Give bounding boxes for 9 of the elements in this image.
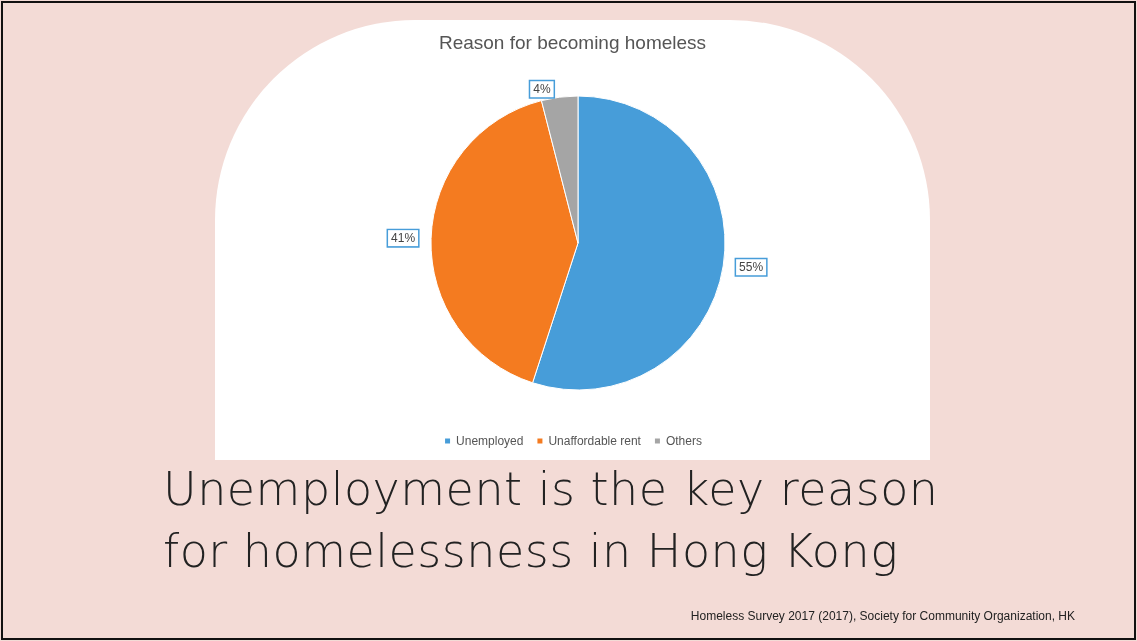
text: Homeless Survey 2017 (2017), Society for Community Organization, HK — [690, 609, 1075, 623]
legend-label: Unemployed — [456, 434, 524, 448]
chart-title: Reason for becoming homeless — [438, 32, 707, 53]
text: Unemployment is the key reason for homelessness in Hong Kong — [163, 461, 940, 580]
legend-label: Others — [665, 434, 702, 448]
data-label: 41% — [391, 231, 416, 246]
data-label: 4% — [533, 82, 551, 97]
data-label: 55% — [739, 260, 764, 275]
legend-label: Unaffordable rent — [548, 434, 642, 448]
